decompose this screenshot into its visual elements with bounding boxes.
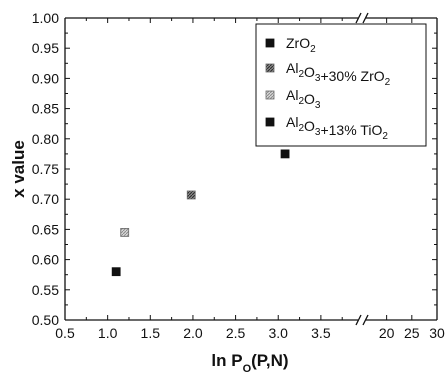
legend-label-1: ZrO2 [286,35,316,55]
legend-box [255,23,427,147]
y-tick-label: 0.75 [32,161,59,177]
data-point-series-3 [120,228,130,237]
x-tick-label: 3.0 [269,325,289,341]
x-tick-label: 30 [429,325,445,341]
x-tick-label: 1.5 [141,325,161,341]
x-tick-label: 20 [379,325,395,341]
y-tick-label: 0.85 [32,101,59,117]
legend-label-2: Al2O3+30% ZrO2 [286,60,391,88]
data-point-series-4 [280,149,290,159]
y-tick-label: 0.65 [32,221,59,237]
data-point-series-1 [111,267,121,277]
axis-break-top [355,12,369,24]
axis-break-bottom [355,314,369,326]
legend-label-3: Al2O3 [286,87,321,111]
y-axis-title: x value [9,140,28,198]
y-tick-label: 0.55 [32,282,59,298]
legend-label-4: Al2O3+13% TiO2 [286,114,388,142]
y-tick-label: 0.50 [32,312,59,328]
y-tick-label: 0.80 [32,131,59,147]
x-tick-label: 3.5 [311,325,331,341]
legend-marker-1 [265,38,275,48]
y-tick-label: 0.70 [32,191,59,207]
y-tick-label: 0.90 [32,70,59,86]
x-tick-label: 2.0 [183,325,203,341]
x-tick-label: 2.5 [226,325,246,341]
legend-marker-4 [265,117,275,127]
data-point-series-2 [186,190,196,200]
y-tick-label: 0.60 [32,252,59,268]
x-tick-label: 0.5 [55,325,75,341]
legend-marker-3 [265,90,275,100]
legend-marker-2 [265,63,275,73]
y-tick-label: 0.95 [32,40,59,56]
x-axis-title: ln PO(P,N) [211,351,288,373]
x-tick-label: 1.0 [98,325,118,341]
y-tick-label: 1.00 [32,10,59,26]
x-tick-label: 25 [404,325,420,341]
